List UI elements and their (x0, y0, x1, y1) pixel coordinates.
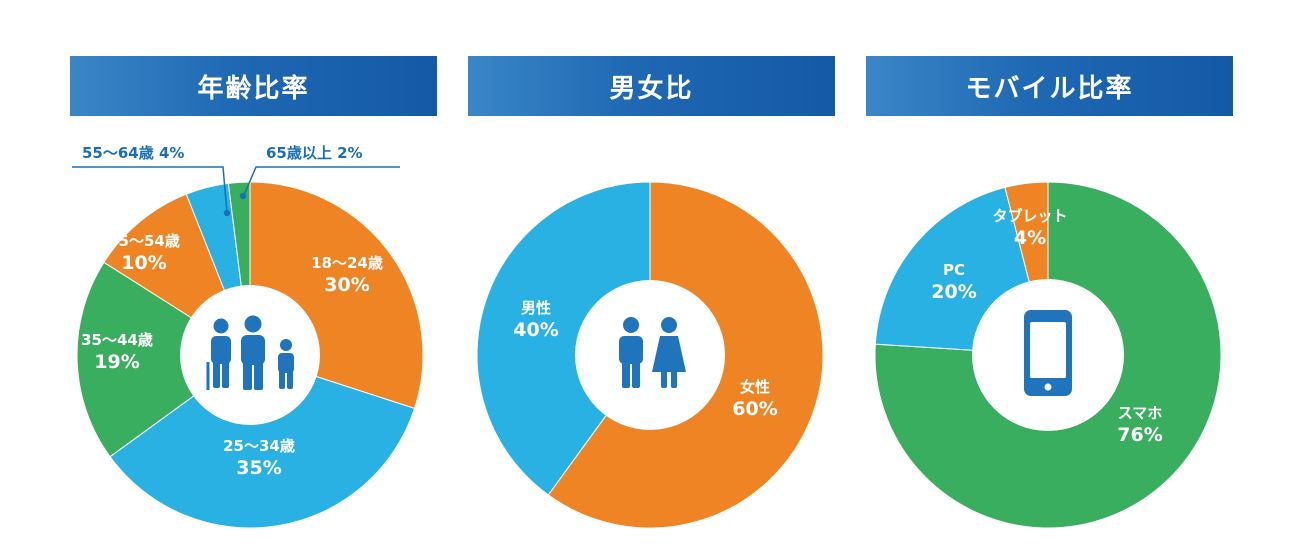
male-female-icon (619, 317, 686, 388)
slice-label-0-1: 25〜34歳 (223, 437, 295, 455)
gender-pie-chart: 女性 60% 男性 40% (476, 181, 824, 529)
slice-pct-0-3: 10% (121, 252, 166, 274)
callout-dot-65plus (239, 192, 247, 200)
mobile-pie-chart: スマホ 76% PC 20% タブレット 4% (874, 181, 1222, 529)
callout-line-55-64 (72, 166, 228, 214)
slice-label-0-2: 35〜44歳 (81, 331, 153, 349)
callout-55-64: 55〜64歳 4% (82, 144, 184, 162)
slice-label-2-2: タブレット (992, 207, 1067, 225)
mobile-chart-header: モバイル比率 (866, 56, 1233, 116)
slice-label-2-1: PC (943, 261, 965, 279)
slice-pct-2-1: 20% (931, 281, 976, 303)
slice-pct-0-1: 35% (236, 457, 281, 479)
gender-donut-hole (575, 280, 725, 430)
slice-pct-2-0: 76% (1117, 424, 1162, 446)
family-icon (206, 315, 294, 390)
gender-chart-header: 男女比 (468, 56, 835, 116)
slice-label-1-0: 女性 (740, 378, 770, 396)
slice-label-0-0: 18〜24歳 (311, 254, 383, 272)
age-callouts (72, 166, 400, 217)
slice-label-0-3: 45〜54歳 (108, 232, 180, 250)
callout-line-65plus (243, 166, 400, 196)
slice-pct-0-0: 30% (324, 274, 369, 296)
age-chart-header: 年齢比率 (70, 56, 437, 116)
pie-slice-0-2 (76, 261, 251, 458)
callout-dot-55-64 (223, 209, 231, 217)
slice-pct-1-1: 40% (513, 319, 558, 341)
pie-slice-0-1 (109, 354, 416, 529)
age-pie-chart: 18〜24歳 30% 25〜34歳 35% 35〜44歳 19% 45〜54歳 10% 55〜… (72, 144, 424, 529)
slice-label-1-1: 男性 (521, 299, 551, 317)
slice-pct-2-2: 4% (1014, 227, 1046, 249)
smartphone-icon (1024, 310, 1072, 396)
callout-65plus: 65歳以上 2% (266, 144, 363, 162)
slice-label-2-0: スマホ (1118, 404, 1163, 422)
slice-pct-0-2: 19% (94, 351, 139, 373)
pie-slice-1-1 (476, 181, 651, 496)
slice-pct-1-0: 60% (732, 398, 777, 420)
